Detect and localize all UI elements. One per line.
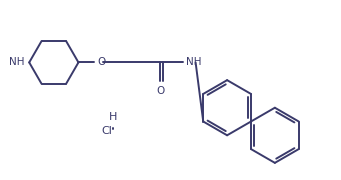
Text: O: O [156, 86, 164, 96]
Text: NH: NH [186, 57, 201, 68]
Text: NH: NH [9, 57, 24, 68]
Text: O: O [97, 57, 105, 68]
Text: H: H [109, 112, 117, 122]
Text: Cl: Cl [101, 126, 112, 136]
